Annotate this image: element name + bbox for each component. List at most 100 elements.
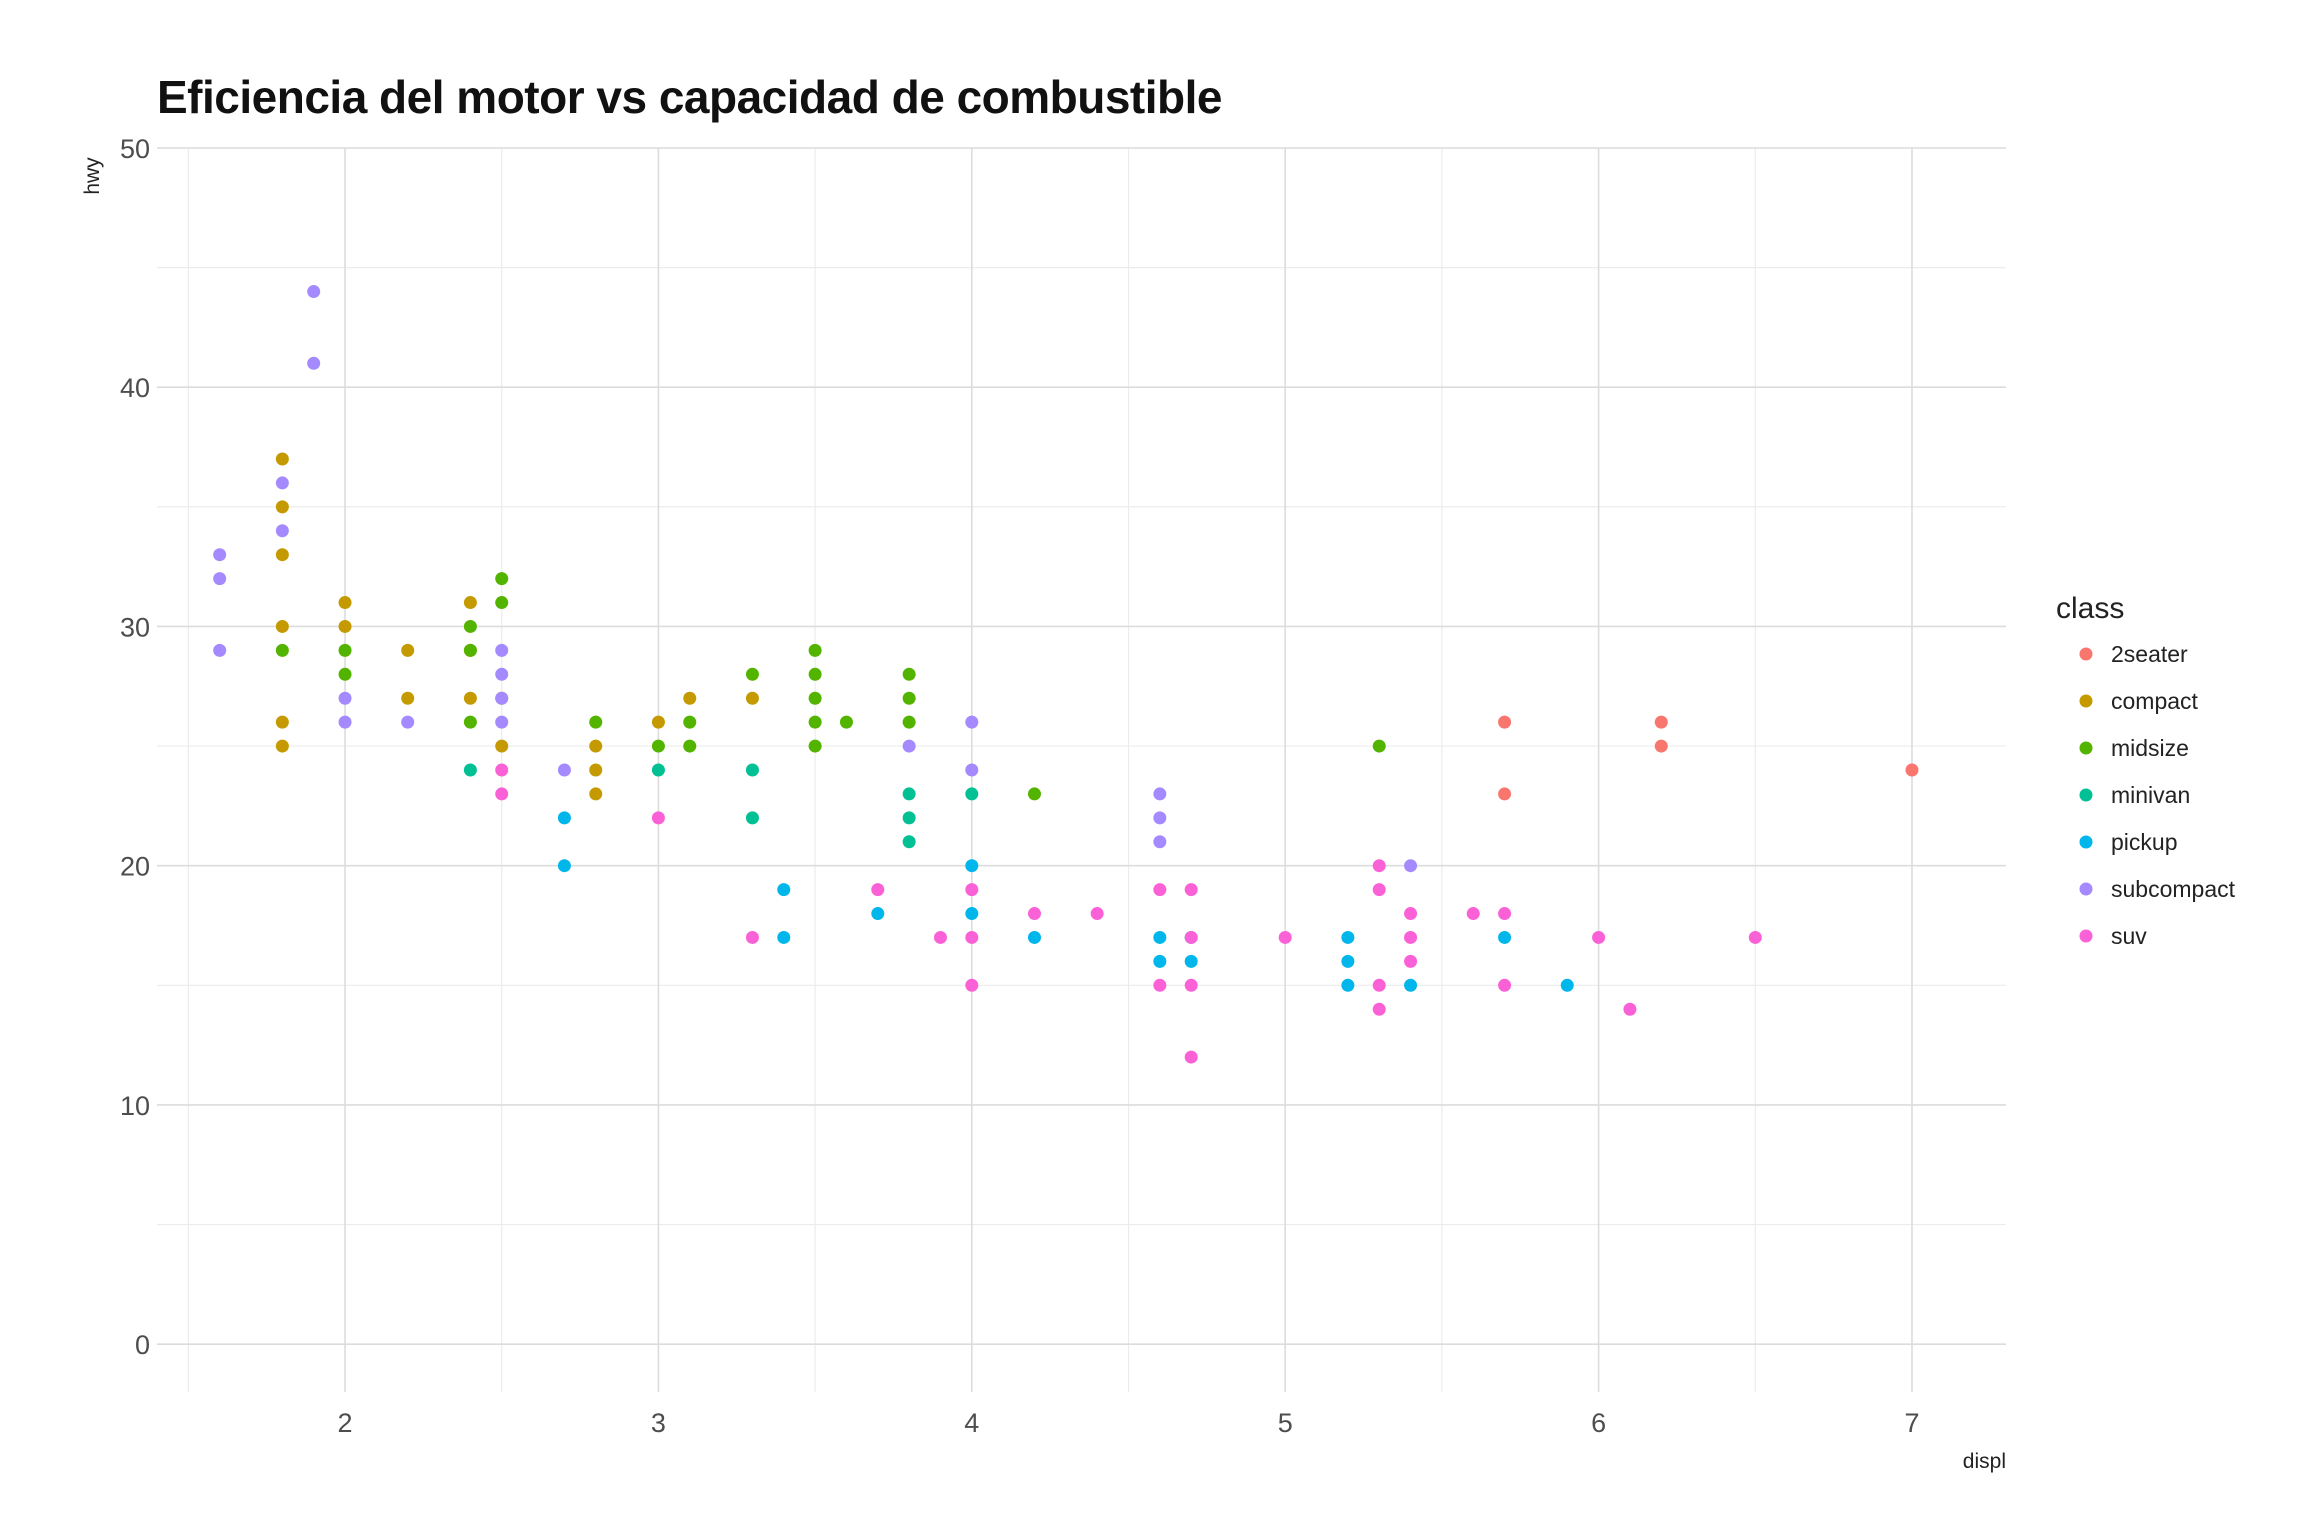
legend: class 2seater compact midsize minivan pickup… xyxy=(2056,592,2236,949)
data-point xyxy=(683,739,697,753)
data-point xyxy=(495,643,509,657)
series-suv xyxy=(495,763,1762,1064)
data-point xyxy=(839,715,853,729)
data-point xyxy=(275,715,289,729)
data-point xyxy=(307,356,321,370)
data-point xyxy=(777,930,791,944)
data-point xyxy=(338,619,352,633)
data-point xyxy=(1404,954,1418,968)
data-point xyxy=(808,643,822,657)
data-point xyxy=(651,811,665,825)
data-point xyxy=(1153,835,1167,849)
data-point xyxy=(1498,978,1512,992)
data-point xyxy=(1341,978,1355,992)
data-point xyxy=(495,787,509,801)
legend-key-2seater xyxy=(2079,647,2093,661)
legend-key-midsize xyxy=(2079,741,2093,755)
data-point xyxy=(651,763,665,777)
y-tick-label: 0 xyxy=(135,1330,150,1360)
data-point xyxy=(965,859,979,873)
chart-title: Eficiencia del motor vs capacidad de com… xyxy=(157,71,1223,123)
data-point xyxy=(1654,739,1668,753)
data-point xyxy=(463,691,477,705)
data-point xyxy=(275,739,289,753)
data-point xyxy=(1153,811,1167,825)
data-point xyxy=(463,643,477,657)
data-point xyxy=(808,691,822,705)
data-point xyxy=(495,763,509,777)
data-point xyxy=(213,572,227,586)
data-point xyxy=(745,811,759,825)
data-point xyxy=(683,691,697,705)
data-point xyxy=(275,500,289,514)
data-point xyxy=(808,715,822,729)
data-point xyxy=(1498,907,1512,921)
data-point xyxy=(495,596,509,610)
data-point xyxy=(401,643,415,657)
data-point xyxy=(1153,883,1167,897)
series-subcompact xyxy=(213,285,1418,873)
data-point xyxy=(463,715,477,729)
data-point xyxy=(495,572,509,586)
data-point xyxy=(1184,930,1198,944)
data-point xyxy=(933,930,947,944)
data-point xyxy=(1184,883,1198,897)
data-point xyxy=(495,739,509,753)
data-point xyxy=(1372,883,1386,897)
data-point xyxy=(902,715,916,729)
data-point xyxy=(275,619,289,633)
legend-label: minivan xyxy=(2111,782,2190,808)
data-point xyxy=(1654,715,1668,729)
data-point xyxy=(871,883,885,897)
data-point xyxy=(965,883,979,897)
data-point xyxy=(275,548,289,562)
data-point xyxy=(1498,930,1512,944)
data-point xyxy=(1153,787,1167,801)
y-tick-label: 10 xyxy=(120,1091,150,1121)
data-point xyxy=(1278,930,1292,944)
data-point xyxy=(589,715,603,729)
x-tick-label: 7 xyxy=(1904,1408,1919,1438)
data-point xyxy=(745,930,759,944)
x-tick-label: 6 xyxy=(1591,1408,1606,1438)
x-tick-label: 2 xyxy=(338,1408,353,1438)
y-tick-label: 50 xyxy=(120,134,150,164)
legend-label: midsize xyxy=(2111,735,2189,761)
data-point xyxy=(1404,859,1418,873)
y-tick-label: 40 xyxy=(120,373,150,403)
data-point xyxy=(557,811,571,825)
data-points xyxy=(213,285,1919,1064)
data-point xyxy=(1341,954,1355,968)
x-tick-label: 4 xyxy=(964,1408,979,1438)
x-axis-title: displ xyxy=(1963,1450,2006,1473)
data-point xyxy=(495,667,509,681)
data-point xyxy=(808,667,822,681)
data-point xyxy=(808,739,822,753)
data-point xyxy=(902,667,916,681)
data-point xyxy=(1153,954,1167,968)
data-point xyxy=(965,715,979,729)
series-2seater xyxy=(1498,715,1919,801)
series-minivan xyxy=(463,763,979,849)
legend-key-compact xyxy=(2079,694,2093,708)
data-point xyxy=(902,691,916,705)
legend-label: subcompact xyxy=(2111,876,2236,902)
data-point xyxy=(1184,1050,1198,1064)
data-point xyxy=(1498,715,1512,729)
legend-key-minivan xyxy=(2079,788,2093,802)
data-point xyxy=(1623,1002,1637,1016)
data-point xyxy=(1905,763,1919,777)
data-point xyxy=(338,596,352,610)
grid-layer xyxy=(157,147,2006,1392)
axis-tick-labels: 2 3 4 5 6 7 0 10 20 30 40 50 xyxy=(120,134,1920,1438)
data-point xyxy=(1592,930,1606,944)
data-point xyxy=(745,763,759,777)
data-point xyxy=(1153,978,1167,992)
data-point xyxy=(338,691,352,705)
legend-label: compact xyxy=(2111,688,2199,714)
data-point xyxy=(1184,978,1198,992)
data-point xyxy=(745,667,759,681)
data-point xyxy=(275,476,289,490)
data-point xyxy=(965,787,979,801)
